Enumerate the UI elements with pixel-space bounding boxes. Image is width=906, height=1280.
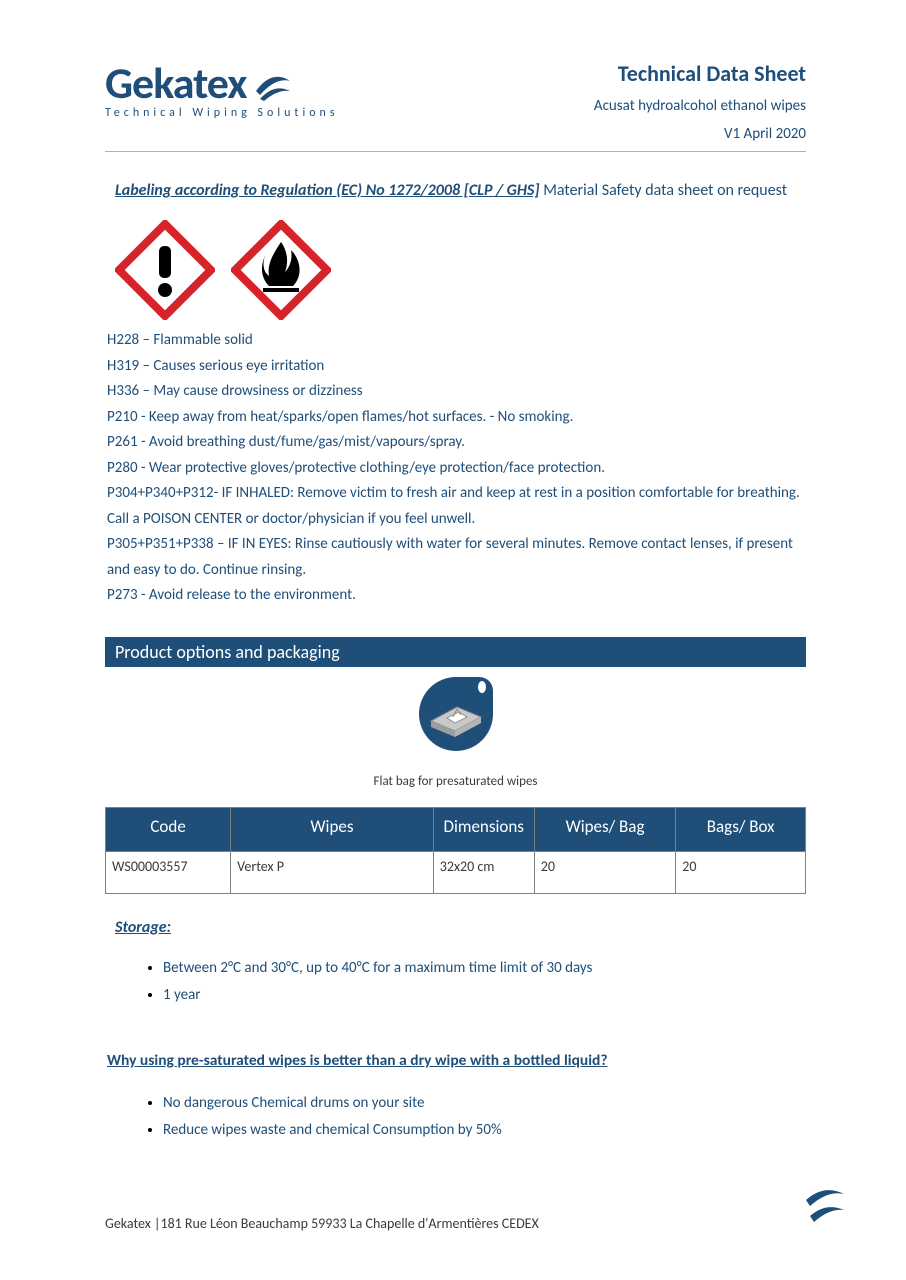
table-header: Wipes/ Bag bbox=[534, 807, 676, 851]
product-name: Acusat hydroalcohol ethanol wipes bbox=[594, 97, 806, 115]
regulation-line: Labeling according to Regulation (EC) No… bbox=[115, 181, 540, 200]
statement-line: P280 - Wear protective gloves/protective… bbox=[107, 456, 806, 482]
table-header: Dimensions bbox=[433, 807, 534, 851]
table-cell: Vertex P bbox=[231, 851, 434, 893]
statement-line: H319 – Causes serious eye irritation bbox=[107, 354, 806, 380]
table-cell: 20 bbox=[676, 851, 806, 893]
header: Gekatex Technical Wiping Solutions Techn… bbox=[105, 56, 806, 152]
flat-bag-icon-block: Flat bag for presaturated wipes bbox=[105, 673, 806, 789]
section-bar-product-options: Product options and packaging bbox=[105, 637, 806, 667]
table-header: Wipes bbox=[231, 807, 434, 851]
ghs-flame-icon bbox=[231, 220, 331, 320]
msds-note: Material Safety data sheet on request bbox=[540, 181, 788, 200]
icon-caption: Flat bag for presaturated wipes bbox=[105, 774, 806, 789]
statement-line: H228 – Flammable solid bbox=[107, 328, 806, 354]
why-heading: Why using pre-saturated wipes is better … bbox=[107, 1051, 806, 1070]
flat-bag-icon bbox=[415, 673, 497, 755]
version: V1 April 2020 bbox=[594, 125, 806, 143]
list-item: Reduce wipes waste and chemical Consumpt… bbox=[163, 1117, 806, 1144]
table-cell: 20 bbox=[534, 851, 676, 893]
statement-line: P304+P340+P312- IF INHALED: Remove victi… bbox=[107, 481, 806, 532]
footer: Gekatex |181 Rue Léon Beauchamp 59933 La… bbox=[105, 1182, 846, 1232]
header-right: Technical Data Sheet Acusat hydroalcohol… bbox=[594, 56, 806, 143]
product-table: CodeWipesDimensionsWipes/ BagBags/ Box W… bbox=[105, 807, 806, 894]
storage-list: Between 2°C and 30°C, up to 40°C for a m… bbox=[163, 955, 806, 1009]
table-cell: WS00003557 bbox=[106, 851, 231, 893]
statement-line: P273 - Avoid release to the environment. bbox=[107, 583, 806, 609]
statement-line: P261 - Avoid breathing dust/fume/gas/mis… bbox=[107, 430, 806, 456]
labeling-heading: Labeling according to Regulation (EC) No… bbox=[105, 180, 806, 202]
footer-mark-icon bbox=[796, 1182, 846, 1232]
logo: Gekatex Technical Wiping Solutions bbox=[105, 56, 339, 120]
list-item: Between 2°C and 30°C, up to 40°C for a m… bbox=[163, 955, 806, 982]
why-list: No dangerous Chemical drums on your site… bbox=[163, 1090, 806, 1144]
table-header: Code bbox=[106, 807, 231, 851]
table-row: WS00003557Vertex P32x20 cm2020 bbox=[106, 851, 806, 893]
tds-title: Technical Data Sheet bbox=[594, 60, 806, 87]
storage-heading: Storage: bbox=[115, 918, 806, 937]
list-item: 1 year bbox=[163, 982, 806, 1009]
logo-swoosh-icon bbox=[250, 61, 294, 105]
ghs-pictograms bbox=[105, 220, 806, 320]
logo-text: Gekatex bbox=[105, 56, 246, 110]
logo-tagline: Technical Wiping Solutions bbox=[105, 106, 339, 120]
ghs-exclamation-icon bbox=[115, 220, 215, 320]
statement-line: H336 – May cause drowsiness or dizziness bbox=[107, 379, 806, 405]
list-item: No dangerous Chemical drums on your site bbox=[163, 1090, 806, 1117]
statement-line: P210 - Keep away from heat/sparks/open f… bbox=[107, 405, 806, 431]
footer-address: Gekatex |181 Rue Léon Beauchamp 59933 La… bbox=[105, 1215, 539, 1232]
statement-line: P305+P351+P338 – IF IN EYES: Rinse cauti… bbox=[107, 532, 806, 583]
hazard-statements: H228 – Flammable solidH319 – Causes seri… bbox=[105, 328, 806, 609]
table-cell: 32x20 cm bbox=[433, 851, 534, 893]
table-header: Bags/ Box bbox=[676, 807, 806, 851]
